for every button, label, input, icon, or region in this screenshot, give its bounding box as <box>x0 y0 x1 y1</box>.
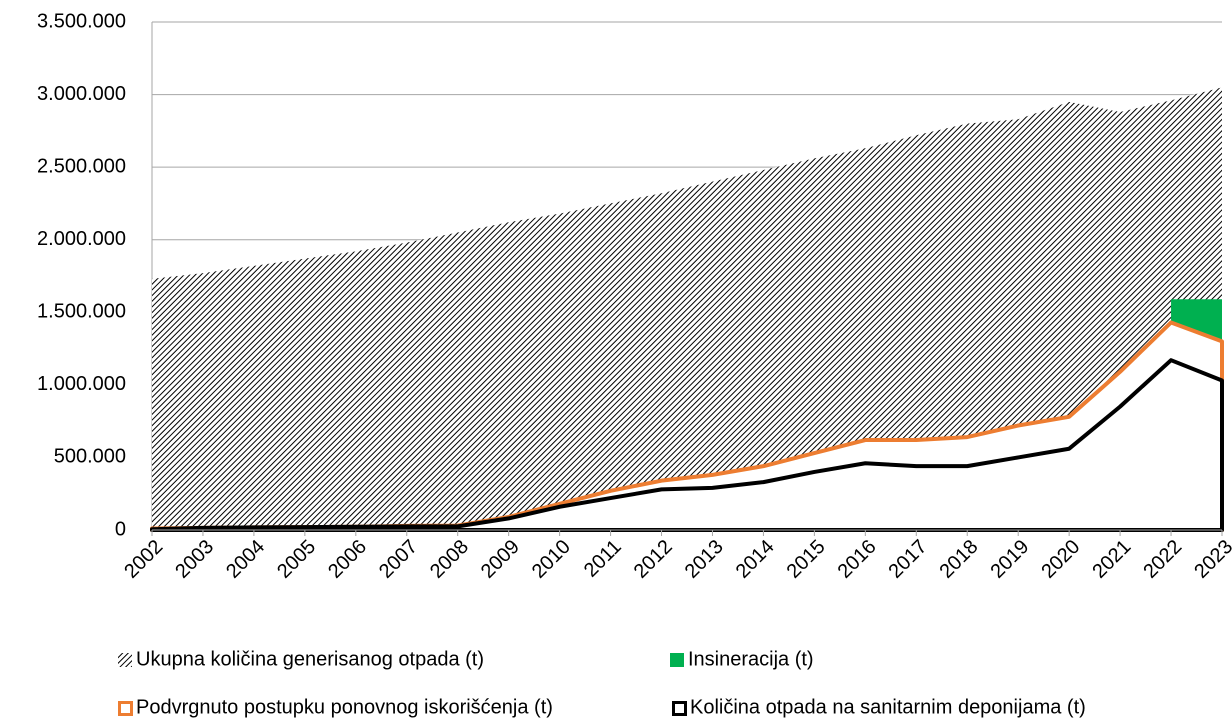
legend-swatch <box>118 701 133 716</box>
x-tick-label: 2009 <box>477 536 524 583</box>
x-tick-label: 2018 <box>935 536 982 583</box>
x-tick-label: 2014 <box>732 536 779 583</box>
x-tick-label: 2016 <box>834 536 881 583</box>
x-tick-label: 2007 <box>375 536 422 583</box>
y-tick-label: 0 <box>115 518 126 540</box>
legend-label: Količina otpada na sanitarnim deponijama… <box>690 696 1086 718</box>
x-tick-label: 2021 <box>1088 536 1135 583</box>
x-tick-label: 2015 <box>783 536 830 583</box>
y-tick-label: 1.500.000 <box>37 301 126 323</box>
x-tick-label: 2002 <box>120 536 167 583</box>
x-tick-label: 2017 <box>885 536 932 583</box>
x-tick-label: 2006 <box>324 536 371 583</box>
legend-swatch <box>670 653 684 667</box>
x-tick-label: 2012 <box>630 536 677 583</box>
legend-swatch <box>672 701 687 716</box>
y-tick-label: 2.500.000 <box>37 155 126 177</box>
x-tick-label: 2020 <box>1037 536 1084 583</box>
x-tick-label: 2005 <box>273 536 320 583</box>
area <box>152 87 1222 531</box>
x-tick-label: 2003 <box>171 536 218 583</box>
x-tick-label: 2019 <box>986 536 1033 583</box>
legend-label: Ukupna količina generisanog otpada (t) <box>136 648 484 670</box>
y-tick-label: 2.000.000 <box>37 228 126 250</box>
y-tick-label: 500.000 <box>54 446 126 468</box>
area <box>150 358 1224 532</box>
x-tick-label: 2022 <box>1139 536 1186 583</box>
legend-swatch <box>118 653 132 667</box>
legend-label: Podvrgnuto postupku ponovnog iskorišćenj… <box>136 696 553 718</box>
y-tick-label: 3.500.000 <box>37 10 126 32</box>
x-tick-label: 2011 <box>580 536 626 582</box>
x-tick-label: 2004 <box>222 536 269 583</box>
x-tick-label: 2008 <box>426 536 473 583</box>
x-tick-label: 2023 <box>1190 536 1232 583</box>
x-tick-label: 2013 <box>681 536 728 583</box>
legend-label: Insineracija (t) <box>688 648 814 670</box>
y-tick-label: 1.000.000 <box>37 373 126 395</box>
y-tick-label: 3.000.000 <box>37 83 126 105</box>
x-tick-label: 2010 <box>528 536 575 583</box>
